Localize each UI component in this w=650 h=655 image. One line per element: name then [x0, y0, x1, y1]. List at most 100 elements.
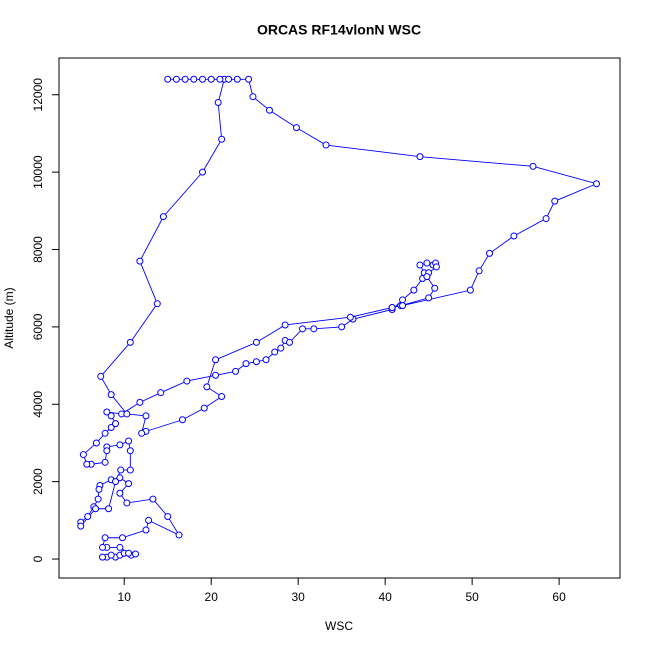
data-point	[101, 429, 109, 437]
data-point	[98, 553, 106, 561]
data-point	[425, 294, 433, 302]
data-point	[281, 321, 289, 329]
data-point	[252, 338, 260, 346]
y-tick-label: 6000	[31, 313, 45, 340]
data-point	[252, 358, 260, 366]
data-point	[95, 485, 103, 493]
data-point	[172, 75, 180, 83]
x-tick-label: 30	[292, 590, 306, 604]
data-point	[423, 259, 431, 267]
x-tick-label: 60	[552, 590, 566, 604]
data-point	[107, 423, 115, 431]
data-point	[212, 356, 220, 364]
data-point	[125, 437, 133, 445]
data-point	[126, 466, 134, 474]
data-point	[242, 360, 250, 368]
data-point	[346, 313, 354, 321]
data-point	[245, 75, 253, 83]
data-point	[116, 543, 124, 551]
data-point	[126, 447, 134, 455]
data-point	[118, 534, 126, 542]
data-point	[207, 75, 215, 83]
x-tick-label: 40	[378, 590, 392, 604]
data-point	[84, 512, 92, 520]
y-axis-label: Altitude (m)	[2, 287, 16, 348]
x-tick-label: 20	[205, 590, 219, 604]
data-point	[399, 302, 407, 310]
data-point	[116, 489, 124, 497]
data-point	[190, 75, 198, 83]
data-point	[123, 499, 131, 507]
data-point	[203, 383, 211, 391]
data-point	[249, 93, 257, 101]
data-point	[136, 257, 144, 265]
data-point	[125, 549, 133, 557]
x-tick-label: 50	[465, 590, 479, 604]
y-tick-label: 8000	[31, 236, 45, 263]
data-point	[285, 338, 293, 346]
data-point	[212, 371, 220, 379]
data-point	[97, 372, 105, 380]
data-point	[551, 197, 559, 205]
data-point	[159, 213, 167, 221]
data-point	[310, 325, 318, 333]
data-point	[416, 261, 424, 269]
data-point	[149, 495, 157, 503]
data-point	[216, 75, 224, 83]
chart-title: ORCAS RF14vlonN WSC	[257, 22, 421, 38]
data-point	[132, 550, 140, 558]
data-point	[486, 249, 494, 257]
data-point	[92, 505, 100, 513]
data-point	[112, 478, 120, 486]
data-point	[199, 168, 207, 176]
data-point	[593, 180, 601, 188]
data-point	[103, 447, 111, 455]
data-point	[101, 458, 109, 466]
data-point	[183, 377, 191, 385]
data-point	[126, 338, 134, 346]
data-point	[77, 522, 85, 530]
data-point	[431, 284, 439, 292]
data-point	[125, 480, 133, 488]
data-point	[475, 267, 483, 275]
data-point	[423, 273, 431, 281]
data-point	[277, 344, 285, 352]
data-point	[94, 495, 102, 503]
data-point	[218, 135, 226, 143]
data-point	[98, 543, 106, 551]
data-point	[410, 286, 418, 294]
data-point	[388, 304, 396, 312]
data-point	[265, 106, 273, 114]
data-point	[338, 323, 346, 331]
data-point	[101, 534, 109, 542]
data-point	[232, 367, 240, 375]
y-tick-label: 2000	[31, 468, 45, 495]
data-point	[142, 526, 150, 534]
data-point	[157, 389, 165, 397]
data-point	[138, 429, 146, 437]
data-point	[107, 412, 115, 420]
data-point	[181, 75, 189, 83]
data-point	[116, 441, 124, 449]
data-point	[529, 162, 537, 170]
data-point	[292, 124, 300, 132]
data-point	[107, 551, 115, 559]
data-point	[466, 286, 474, 294]
data-point	[164, 512, 172, 520]
data-point	[322, 141, 330, 149]
data-point	[179, 416, 187, 424]
y-tick-label: 12000	[31, 78, 45, 112]
data-point	[214, 98, 222, 106]
data-point	[299, 325, 307, 333]
y-tick-label: 10000	[31, 155, 45, 189]
plot-frame	[58, 57, 621, 579]
data-point	[136, 398, 144, 406]
data-point	[399, 296, 407, 304]
data-point	[175, 531, 183, 539]
data-point	[153, 300, 161, 308]
data-point	[112, 420, 120, 428]
x-tick-label: 10	[118, 590, 132, 604]
data-point	[542, 215, 550, 223]
